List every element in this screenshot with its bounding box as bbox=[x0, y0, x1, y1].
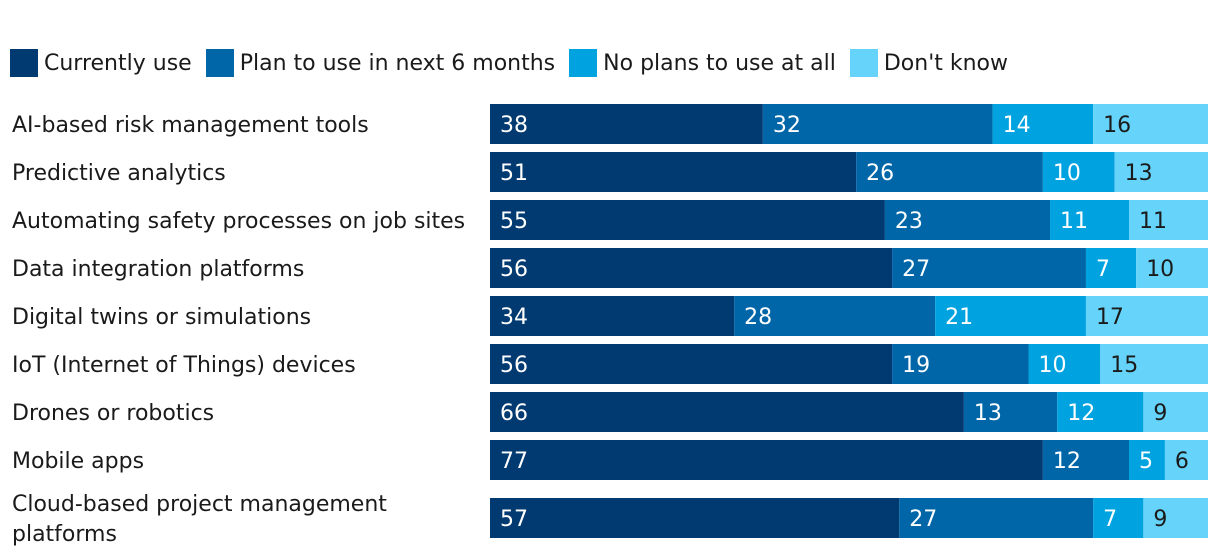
legend-item: Plan to use in next 6 months bbox=[205, 49, 556, 77]
bar-segment bbox=[1129, 200, 1208, 240]
bar-segment bbox=[1129, 440, 1165, 480]
data-label: 5 bbox=[1139, 449, 1153, 474]
data-label: 7 bbox=[1103, 507, 1117, 532]
bar-segment bbox=[1085, 296, 1208, 336]
bar-segment bbox=[490, 392, 964, 432]
legend-swatch bbox=[205, 49, 234, 77]
data-label: 21 bbox=[945, 305, 973, 330]
legend-item: Currently use bbox=[10, 49, 192, 77]
legend-item: No plans to use at all bbox=[569, 49, 836, 77]
data-label: 23 bbox=[895, 209, 923, 234]
bar-segment bbox=[762, 104, 993, 144]
data-label: 7 bbox=[1096, 257, 1110, 282]
category-label: Drones or robotics bbox=[12, 401, 214, 426]
legend: Currently use Plan to use in next 6 month… bbox=[10, 48, 1022, 78]
data-label: 34 bbox=[500, 305, 528, 330]
data-label: 28 bbox=[744, 305, 772, 330]
category-label: Cloud-based project management platforms bbox=[12, 492, 387, 547]
data-label: 32 bbox=[773, 113, 801, 138]
data-label: 6 bbox=[1175, 449, 1189, 474]
legend-label: Currently use bbox=[44, 50, 192, 76]
data-label: 26 bbox=[866, 161, 894, 186]
bar-segment bbox=[892, 344, 1029, 384]
bar-segment bbox=[1114, 152, 1208, 192]
bar-segment bbox=[490, 200, 885, 240]
category-label: Mobile apps bbox=[12, 449, 144, 474]
bar-segment bbox=[734, 296, 936, 336]
legend-label: No plans to use at all bbox=[603, 50, 836, 76]
data-label: 13 bbox=[1125, 161, 1153, 186]
bar-segment bbox=[490, 104, 763, 144]
data-label: 17 bbox=[1096, 305, 1124, 330]
data-label: 55 bbox=[500, 209, 528, 234]
bar-segment bbox=[1028, 344, 1101, 384]
bar-segment bbox=[1164, 440, 1208, 480]
bar-segment bbox=[490, 296, 735, 336]
data-label: 11 bbox=[1060, 209, 1088, 234]
bar-segment bbox=[935, 296, 1086, 336]
bar-segment bbox=[884, 200, 1051, 240]
bar-segment bbox=[1057, 392, 1144, 432]
legend-item: Don't know bbox=[849, 49, 1008, 77]
category-label: Predictive analytics bbox=[12, 161, 226, 186]
legend-label: Plan to use in next 6 months bbox=[239, 50, 556, 76]
data-label: 10 bbox=[1039, 353, 1067, 378]
bar-segment bbox=[1093, 104, 1208, 144]
data-label: 11 bbox=[1139, 209, 1167, 234]
bar-segment bbox=[892, 248, 1086, 288]
bar-segment bbox=[992, 104, 1094, 144]
bar-segment bbox=[490, 248, 893, 288]
data-label: 16 bbox=[1103, 113, 1131, 138]
data-label: 19 bbox=[902, 353, 930, 378]
bar-segment bbox=[1136, 248, 1208, 288]
bar-segment bbox=[1042, 440, 1130, 480]
category-label: AI-based risk management tools bbox=[12, 113, 369, 138]
legend-swatch bbox=[849, 49, 878, 77]
category-label: Digital twins or simulations bbox=[12, 305, 311, 330]
bar-segment bbox=[1093, 498, 1144, 538]
bar-segment bbox=[490, 498, 900, 538]
bar-segment bbox=[856, 152, 1043, 192]
data-label: 27 bbox=[902, 257, 930, 282]
bar-segment bbox=[490, 440, 1043, 480]
bar-segment bbox=[899, 498, 1094, 538]
data-label: 57 bbox=[500, 507, 528, 532]
category-label: Data integration platforms bbox=[12, 257, 304, 282]
data-label: 13 bbox=[974, 401, 1002, 426]
bar-segment bbox=[1085, 248, 1137, 288]
data-label: 10 bbox=[1053, 161, 1081, 186]
data-label: 38 bbox=[500, 113, 528, 138]
bar-segment bbox=[1050, 200, 1130, 240]
data-label: 10 bbox=[1146, 257, 1174, 282]
legend-label: Don't know bbox=[883, 50, 1008, 76]
data-label: 51 bbox=[500, 161, 528, 186]
data-label: 56 bbox=[500, 353, 528, 378]
bar-segment bbox=[1143, 498, 1208, 538]
data-label: 56 bbox=[500, 257, 528, 282]
data-label: 12 bbox=[1053, 449, 1081, 474]
category-label: IoT (Internet of Things) devices bbox=[12, 353, 356, 378]
legend-swatch bbox=[569, 49, 598, 77]
data-label: 9 bbox=[1153, 507, 1167, 532]
data-label: 15 bbox=[1110, 353, 1138, 378]
bar-segment bbox=[490, 152, 857, 192]
bar-segment bbox=[963, 392, 1058, 432]
bar-segment bbox=[1100, 344, 1208, 384]
bar-segment bbox=[1042, 152, 1115, 192]
data-label: 77 bbox=[500, 449, 528, 474]
data-label: 14 bbox=[1003, 113, 1031, 138]
data-label: 9 bbox=[1153, 401, 1167, 426]
data-label: 66 bbox=[500, 401, 528, 426]
category-label: Automating safety processes on job sites bbox=[12, 209, 465, 234]
bar-segment bbox=[490, 344, 893, 384]
data-label: 27 bbox=[909, 507, 937, 532]
data-label: 12 bbox=[1067, 401, 1095, 426]
bar-segment bbox=[1143, 392, 1208, 432]
legend-swatch bbox=[10, 49, 38, 77]
